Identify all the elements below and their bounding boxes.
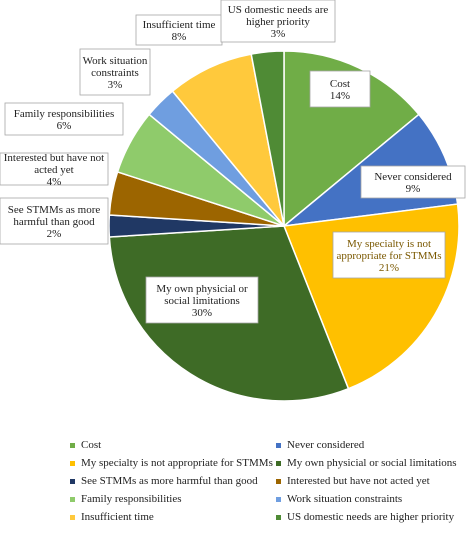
legend-label: Interested but have not acted yet (287, 475, 430, 487)
legend-item: Cost (70, 438, 276, 452)
slice-percent: 2% (47, 228, 62, 240)
slice-label-text: Family responsibilities (14, 108, 115, 120)
slice-label-box (135, 14, 223, 46)
legend-label: Never considered (287, 439, 365, 451)
legend-label: Family responsibilities (81, 493, 182, 505)
legend-item: Insufficient time (70, 510, 276, 524)
slice-label-box (332, 231, 446, 279)
slice-label-text: Interested but have not (4, 152, 105, 164)
slice-label-text: appropriate for STMMs (336, 250, 441, 262)
legend-label: Work situation constraints (287, 493, 403, 505)
legend-label: US domestic needs are higher priority (287, 511, 455, 523)
slice-label-text: My own physicial or (156, 283, 248, 295)
legend-label: Insufficient time (81, 511, 154, 523)
slice-label-box (0, 152, 109, 186)
slice-label-text: higher priority (246, 16, 310, 28)
chart-legend: Cost Never considered My specialty is not … (70, 438, 470, 524)
legend-item: Work situation constraints (276, 492, 470, 506)
slice-label-text: My specialty is not (347, 238, 431, 250)
slice-label-box (145, 276, 259, 324)
slice-label-box (4, 102, 124, 136)
legend-swatch (276, 514, 281, 520)
slice-label-text: Work situation (83, 55, 148, 67)
legend-label: See STMMs as more harmful than good (81, 475, 258, 487)
slice-percent: 6% (57, 120, 72, 132)
legend-item: Never considered (276, 438, 470, 452)
slice-label-box (0, 197, 109, 245)
slice-percent: 3% (271, 28, 286, 40)
legend-swatch (70, 478, 75, 484)
legend-swatch (276, 478, 281, 484)
slice-percent: 4% (47, 176, 62, 188)
legend-item: See STMMs as more harmful than good (70, 474, 276, 488)
slice-label-text: social limitations (164, 295, 239, 307)
legend-item: US domestic needs are higher priority (276, 510, 470, 524)
slice-percent: 30% (192, 307, 212, 319)
legend-swatch (70, 442, 75, 448)
slice-label-text: constraints (91, 67, 139, 79)
slice-label-text: acted yet (34, 164, 73, 176)
slice-label-text: harmful than good (13, 216, 95, 228)
legend-label: My specialty is not appropriate for STMM… (81, 457, 273, 469)
legend-swatch (276, 460, 281, 466)
slice-label-text: Cost (330, 78, 350, 90)
slice-label-text: Never considered (374, 171, 452, 183)
slice-percent: 14% (330, 90, 350, 102)
slice-percent: 9% (406, 183, 421, 195)
legend-item: My specialty is not appropriate for STMM… (70, 456, 276, 470)
legend-item: Family responsibilities (70, 492, 276, 506)
slice-label-box (309, 70, 371, 108)
legend-swatch (70, 460, 75, 466)
slice-label-text: Insufficient time (143, 19, 216, 31)
pie-slice-10 (250, 50, 285, 227)
slice-percent: 3% (108, 79, 123, 91)
slice-percent: 8% (172, 31, 187, 43)
slice-label-text: See STMMs as more (8, 204, 101, 216)
slice-label-text: US domestic needs are (228, 4, 329, 16)
legend-swatch (70, 496, 75, 502)
slice-percent: 21% (379, 262, 399, 274)
slice-label-box (79, 48, 151, 96)
legend-swatch (276, 496, 281, 502)
legend-label: My own physicial or social limitations (287, 457, 457, 469)
legend-item: My own physicial or social limitations (276, 456, 470, 470)
legend-item: Interested but have not acted yet (276, 474, 470, 488)
legend-label: Cost (81, 439, 102, 451)
slice-label-box (360, 165, 466, 199)
slice-label-box (220, 0, 336, 43)
legend-swatch (276, 442, 281, 448)
legend-swatch (70, 514, 75, 520)
